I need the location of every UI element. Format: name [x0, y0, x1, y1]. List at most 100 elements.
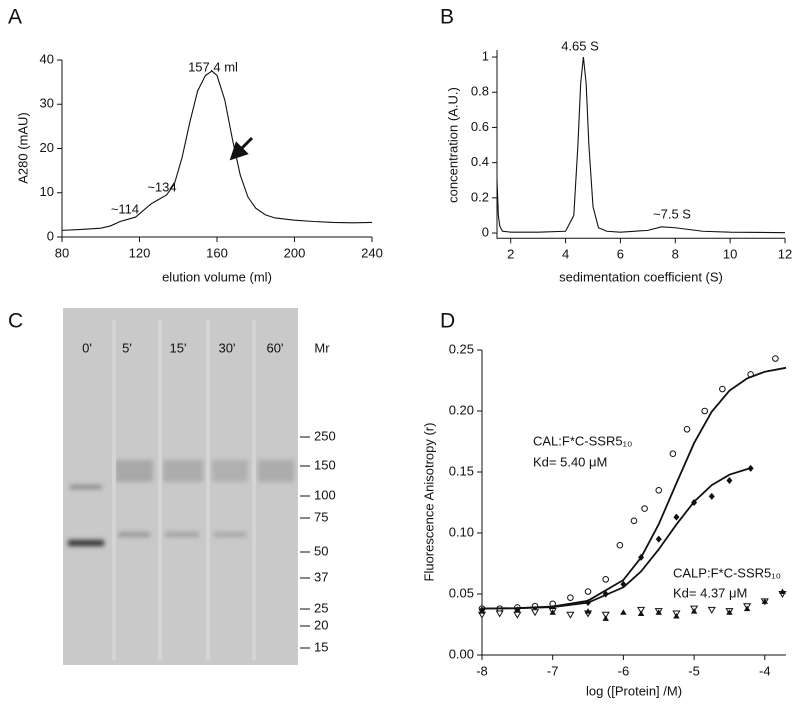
x-tick-label: 2 [507, 247, 514, 262]
point [602, 576, 610, 583]
marker-label: 25 [314, 600, 328, 615]
x-axis-label: log ([Protein] /M) [586, 683, 682, 698]
point [772, 355, 779, 362]
point [779, 588, 786, 595]
point [549, 609, 556, 615]
y-tick-label: 0.15 [449, 463, 474, 478]
x-tick-label: -7 [547, 663, 559, 678]
annotation: Kd= 5.40 μM [533, 454, 607, 469]
x-tick-label: 8 [672, 247, 679, 262]
y-tick-label: 10 [40, 184, 54, 199]
x-axis-label: sedimentation coefficient (S) [559, 269, 723, 284]
y-tick-label: 0.00 [449, 646, 474, 661]
y-tick-label: 0.20 [449, 402, 474, 417]
point [655, 609, 662, 615]
y-axis-label: concentration (A.U.) [445, 87, 460, 203]
marker-label: 250 [314, 428, 336, 443]
data-line [61, 70, 373, 231]
point [726, 609, 733, 615]
axis-line [496, 50, 785, 239]
marker-label: 50 [314, 543, 328, 558]
y-tick-label: 0.25 [449, 341, 474, 356]
point [601, 611, 610, 619]
point [655, 487, 663, 494]
point [637, 606, 646, 614]
point [690, 608, 698, 614]
annotation: CALP:F*C-SSR5₁₀ [673, 565, 781, 580]
y-tick-label: 0.10 [449, 524, 474, 539]
x-tick-label: -6 [618, 663, 630, 678]
marker-label: 37 [314, 569, 328, 584]
y-axis-label: Fluorescence Anisotropy (r) [421, 423, 436, 582]
gel-image [63, 308, 298, 665]
annotation: ~114 [111, 201, 139, 216]
lane-label: 30' [219, 340, 236, 355]
y-tick-label: 40 [40, 51, 54, 66]
y-tick-label: 0 [47, 228, 54, 243]
x-tick-label: -4 [759, 663, 771, 678]
point [566, 611, 575, 619]
panel-label: A [8, 6, 22, 29]
data-line [496, 56, 786, 234]
y-tick-label: 30 [40, 96, 54, 111]
point [707, 606, 716, 614]
point [743, 605, 751, 612]
point [761, 598, 768, 604]
point [616, 541, 624, 549]
x-tick-label: 80 [55, 245, 69, 260]
lane-label: 15' [170, 340, 187, 355]
point [495, 610, 504, 618]
point [602, 615, 609, 621]
axis-line [481, 350, 786, 656]
x-tick-label: -5 [688, 663, 700, 678]
x-tick-label: 120 [129, 245, 151, 260]
point [726, 477, 733, 485]
point [637, 610, 645, 617]
point [630, 517, 638, 525]
x-tick-label: 240 [361, 245, 383, 260]
x-tick-label: 200 [284, 245, 306, 260]
arrow [229, 136, 254, 161]
y-tick-label: 1 [482, 48, 489, 63]
point [655, 535, 662, 543]
point [641, 505, 648, 512]
y-tick-label: 20 [40, 140, 54, 155]
point [719, 385, 726, 393]
panel-label: D [440, 310, 455, 333]
marker-label: 100 [314, 487, 336, 502]
annotation: 157.4 ml [188, 59, 238, 74]
y-tick-label: 0.8 [471, 84, 489, 99]
point [567, 594, 574, 601]
x-tick-label: -8 [476, 663, 488, 678]
x-tick-label: 4 [562, 247, 569, 262]
y-tick-label: 0.2 [471, 189, 489, 204]
point [584, 608, 592, 614]
x-tick-label: 160 [206, 245, 228, 260]
point [669, 450, 677, 458]
point [513, 611, 522, 619]
point [514, 606, 521, 613]
axis-line [61, 60, 372, 238]
point [708, 492, 715, 500]
point [673, 612, 680, 619]
mr-label: Mr [314, 340, 330, 355]
point [701, 407, 708, 415]
lane-label: 60' [267, 340, 284, 355]
annotation: ~7.5 S [653, 206, 691, 221]
point [620, 609, 627, 615]
marker-label: 20 [314, 617, 328, 632]
x-tick-label: 12 [778, 247, 792, 262]
point [478, 608, 486, 614]
lane-label: 0' [82, 340, 92, 355]
panel-label: B [440, 6, 454, 29]
y-tick-label: 0.6 [471, 119, 489, 134]
panel-label: C [8, 310, 23, 333]
x-axis-label: elution volume (ml) [162, 269, 272, 284]
y-tick-label: 0.4 [471, 154, 489, 169]
y-tick-label: 0 [482, 224, 489, 239]
point [673, 513, 680, 521]
point [683, 426, 691, 433]
y-tick-label: 0.05 [449, 585, 474, 600]
point [530, 609, 540, 617]
